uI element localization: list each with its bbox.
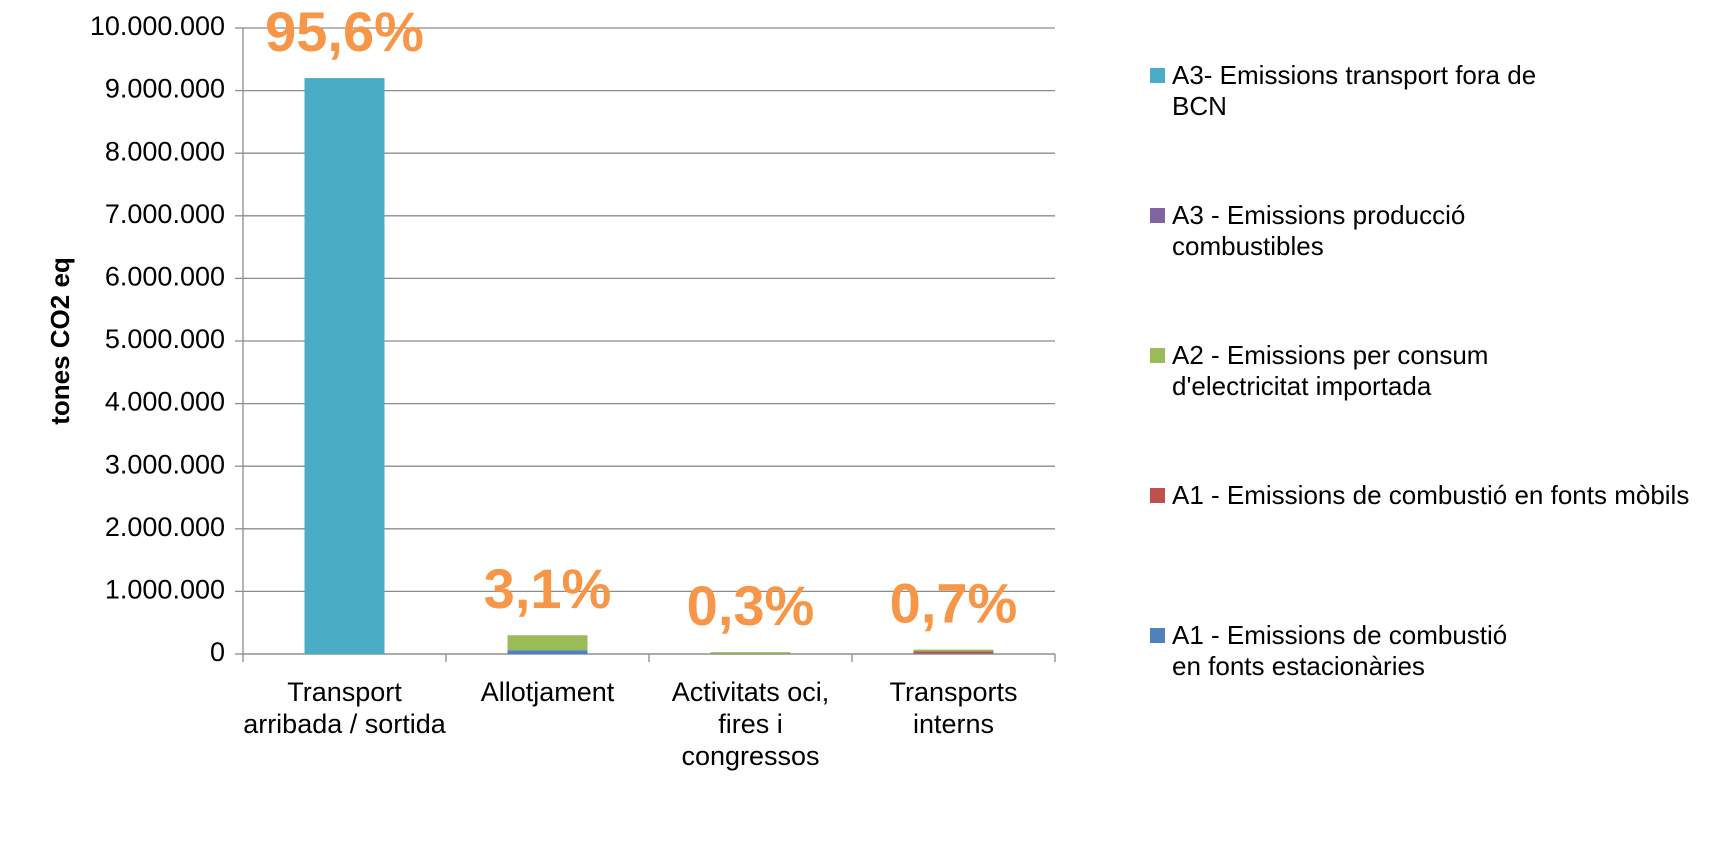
- bar-segment: [507, 650, 588, 654]
- bar-segment: [304, 78, 385, 654]
- y-tick-label: 1.000.000: [105, 575, 225, 605]
- legend-swatch: [1150, 208, 1165, 223]
- percent-annotation: 0,3%: [687, 574, 815, 637]
- legend-swatch: [1150, 68, 1165, 83]
- y-tick-label: 0: [210, 637, 225, 667]
- y-tick-label: 5.000.000: [105, 324, 225, 354]
- y-tick-label: 2.000.000: [105, 512, 225, 542]
- x-tick-label: Transports interns: [889, 677, 1018, 739]
- bar-segment: [913, 651, 994, 654]
- x-tick-label: Allotjament: [480, 677, 615, 707]
- y-tick-label: 4.000.000: [105, 387, 225, 417]
- legend-label: A3- Emissions transport fora de BCN: [1172, 60, 1537, 121]
- bar-segment: [913, 649, 994, 652]
- y-tick-label: 3.000.000: [105, 449, 225, 479]
- y-tick-label: 10.000.000: [90, 11, 225, 41]
- legend-swatch: [1150, 348, 1165, 363]
- y-tick-label: 9.000.000: [105, 74, 225, 104]
- y-tick-label: 6.000.000: [105, 262, 225, 292]
- bar-segment: [710, 652, 791, 654]
- legend-label: A3 - Emissions producció combustibles: [1172, 200, 1466, 261]
- y-tick-label: 7.000.000: [105, 199, 225, 229]
- percent-annotation: 95,6%: [265, 0, 424, 63]
- x-tick-label: Transport arribada / sortida: [243, 677, 446, 739]
- legend-swatch: [1150, 628, 1165, 643]
- bar-segment: [913, 653, 994, 654]
- percent-annotation: 3,1%: [484, 557, 612, 620]
- percent-annotation: 0,7%: [890, 571, 1018, 634]
- y-tick-label: 8.000.000: [105, 136, 225, 166]
- legend-label: A1 - Emissions de combustió en fonts est…: [1172, 620, 1508, 681]
- legend-swatch: [1150, 488, 1165, 503]
- legend-label: A2 - Emissions per consum d'electricitat…: [1172, 340, 1489, 401]
- x-tick-label: Activitats oci, fires i congressos: [671, 677, 830, 771]
- y-axis-title: tones CO2 eq: [45, 257, 75, 425]
- legend-label: A1 - Emissions de combustió en fonts mòb…: [1172, 480, 1690, 510]
- bar-segment: [507, 635, 588, 651]
